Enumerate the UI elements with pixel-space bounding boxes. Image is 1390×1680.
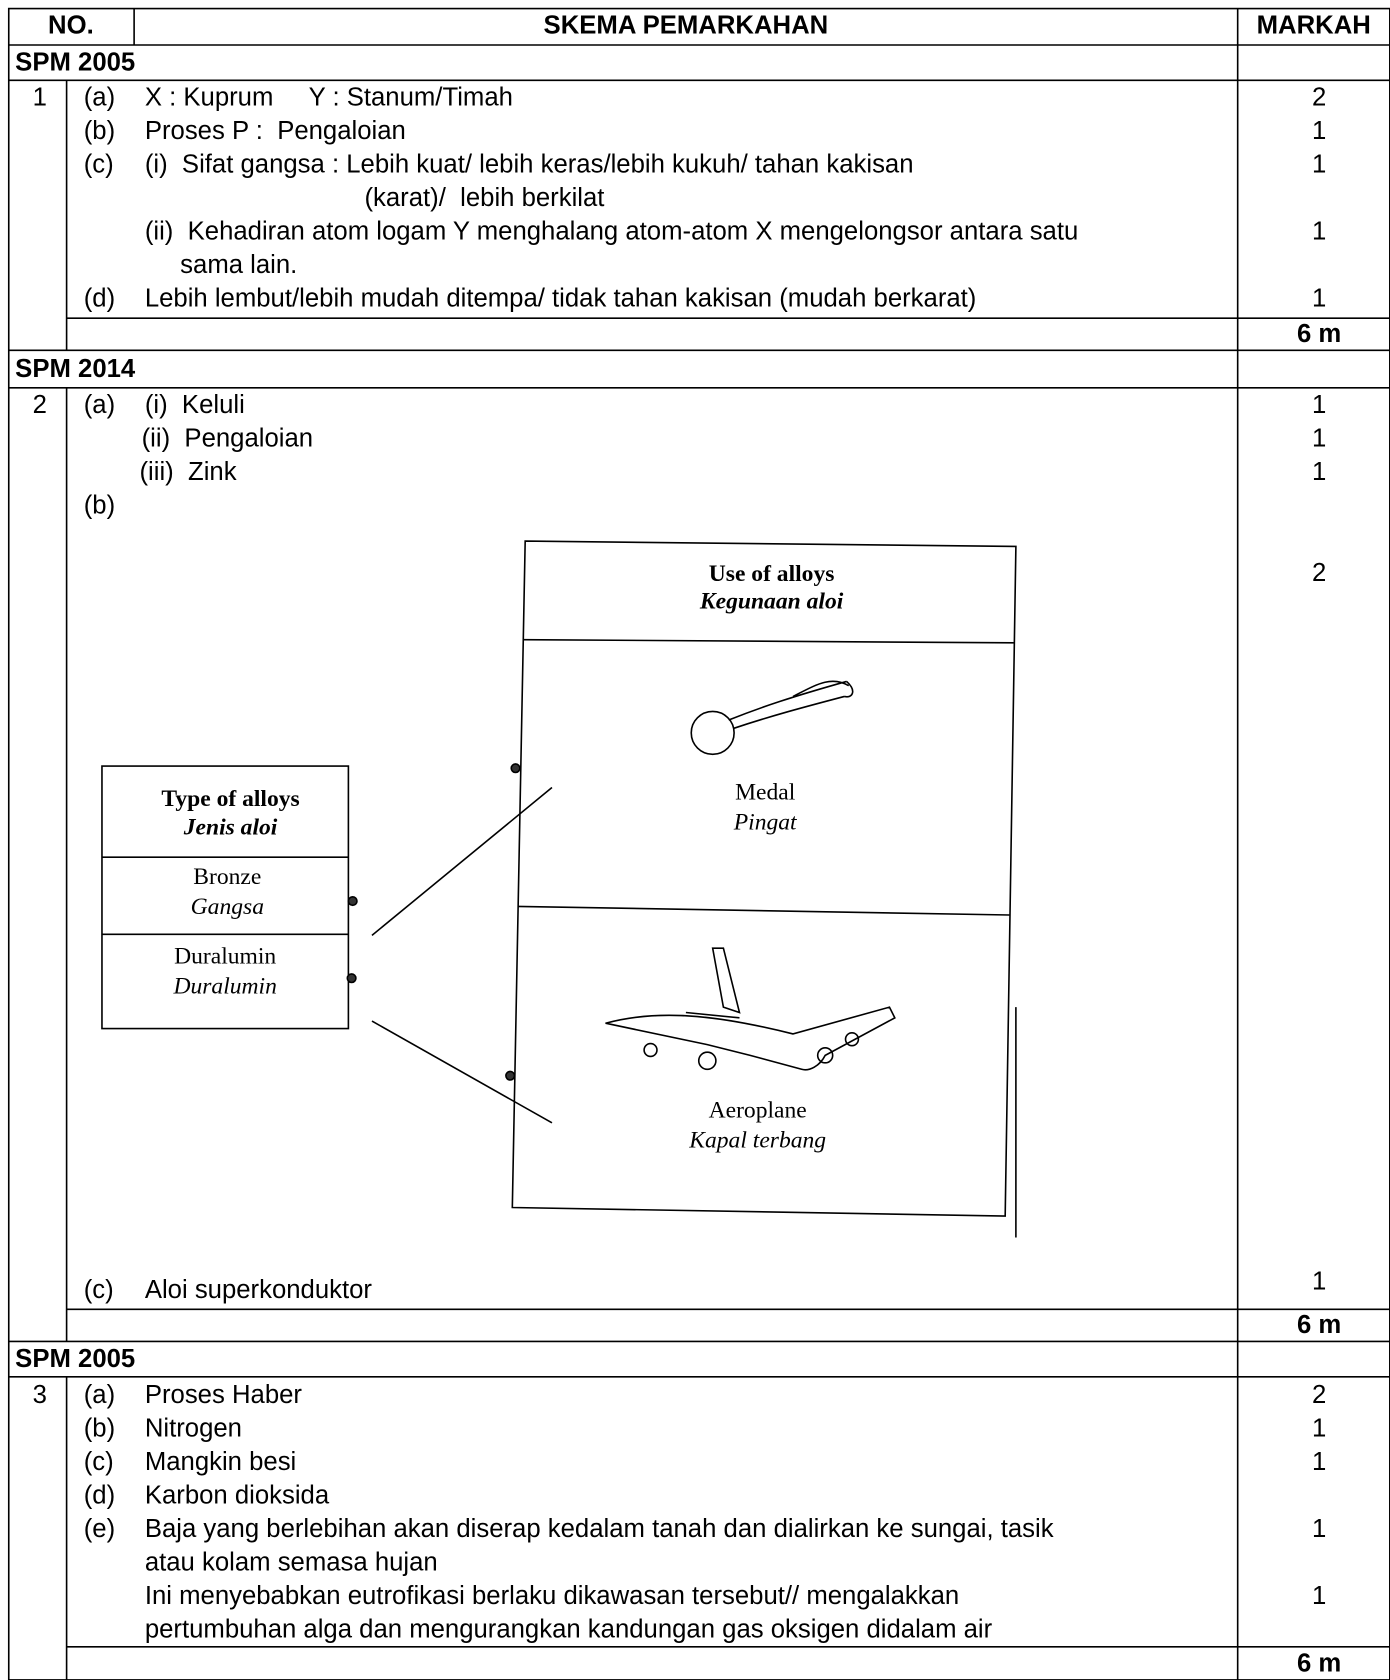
section-title: SPM 2005 (15, 1345, 135, 1373)
answer-text: (iii) Zink (139, 458, 236, 486)
connector (371, 1020, 553, 1124)
part-label: (d) (84, 285, 115, 313)
total-marks: 6 m (1297, 1311, 1341, 1339)
mark: 2 (1312, 1381, 1326, 1409)
type-label: Duralumin (174, 943, 276, 969)
answer-text: (karat)/ lebih berkilat (364, 184, 604, 212)
part-label: (b) (84, 491, 115, 519)
answer-text: Proses P : Pengaloian (145, 117, 406, 145)
divider (517, 905, 1010, 916)
mark: 1 (1312, 458, 1326, 486)
header-marks: MARKAH (1257, 12, 1371, 40)
diagram-heading: Use of alloys (709, 561, 835, 587)
divider (523, 638, 1014, 644)
part-label: (b) (84, 1414, 115, 1442)
answer-text: Mangkin besi (145, 1448, 296, 1476)
medal-icon (690, 680, 854, 756)
section-title: SPM 2014 (15, 355, 136, 383)
header-no: NO. (48, 12, 94, 40)
answer-text: (i) Keluli (145, 391, 245, 419)
aeroplane-icon (605, 947, 896, 1071)
mark: 1 (1312, 218, 1326, 246)
part-label: (c) (84, 1448, 114, 1476)
answer-text: atau kolam semasa hujan (145, 1549, 438, 1577)
part-label: (a) (84, 1381, 115, 1409)
part-label: (b) (84, 117, 115, 145)
answer-text: (ii) Pengaloian (142, 424, 313, 452)
type-label: Gangsa (191, 894, 264, 920)
answer-text: Nitrogen (145, 1414, 242, 1442)
mark: 2 (1312, 83, 1326, 111)
type-label: Duralumin (172, 973, 276, 999)
mark: 1 (1312, 1414, 1326, 1442)
diagram-heading: Type of alloys (161, 786, 299, 812)
use-label: Aeroplane (709, 1098, 807, 1124)
part-label: (a) (84, 83, 115, 111)
answer-text: Baja yang berlebihan akan diserap kedala… (145, 1515, 1054, 1543)
answer-text: Aloi superkonduktor (145, 1276, 373, 1304)
answer-text: X : Kuprum Y : Stanum/Timah (145, 83, 513, 111)
types-box (101, 765, 350, 1030)
part-label: (a) (84, 391, 115, 419)
mark: 1 (1312, 424, 1326, 452)
total-marks: 6 m (1297, 320, 1341, 348)
part-label: (e) (84, 1515, 115, 1543)
answer-text: Karbon dioksida (145, 1481, 330, 1509)
mark: 1 (1312, 117, 1326, 145)
answer-text: pertumbuhan alga dan mengurangkan kandun… (145, 1616, 993, 1644)
diagram-shapes (101, 540, 1017, 1238)
total-marks: 6 m (1297, 1649, 1341, 1677)
answer-text: (i) Sifat gangsa : Lebih kuat/ lebih ker… (145, 150, 914, 178)
answer-text: sama lain. (180, 251, 297, 279)
part-label: (d) (84, 1481, 115, 1509)
answer-text: Ini menyebabkan eutrofikasi berlaku dika… (145, 1582, 959, 1610)
dot (510, 763, 521, 774)
dot (505, 1070, 516, 1081)
mark: 1 (1312, 391, 1326, 419)
uses-box (511, 540, 1017, 1217)
mark: 1 (1312, 1448, 1326, 1476)
diagram-heading: Kegunaan aloi (699, 589, 844, 615)
header-scheme: SKEMA PEMARKAHAN (544, 12, 829, 40)
question-number: 1 (33, 83, 47, 111)
mark: 1 (1312, 1582, 1326, 1610)
use-label: Medal (735, 779, 796, 805)
mark: 1 (1312, 1267, 1326, 1295)
section-title: SPM 2005 (15, 49, 135, 77)
use-label: Kapal terbang (688, 1128, 826, 1154)
part-label: (c) (84, 1276, 114, 1304)
part-label: (c) (84, 150, 114, 178)
mark: 1 (1312, 150, 1326, 178)
question-number: 2 (33, 391, 47, 419)
dot (346, 973, 357, 984)
mark: 1 (1312, 285, 1326, 313)
answer-text: (ii) Kehadiran atom logam Y menghalang a… (145, 218, 1078, 246)
use-label: Pingat (733, 809, 798, 835)
type-label: Bronze (193, 864, 261, 890)
mark: 1 (1312, 1515, 1326, 1543)
connector (371, 786, 553, 936)
question-number: 3 (33, 1381, 47, 1409)
mark: 2 (1312, 559, 1326, 587)
answer-text: Lebih lembut/lebih mudah ditempa/ tidak … (145, 285, 977, 313)
diagram-heading: Jenis aloi (183, 815, 278, 841)
dot (347, 895, 358, 907)
answer-text: Proses Haber (145, 1381, 303, 1409)
